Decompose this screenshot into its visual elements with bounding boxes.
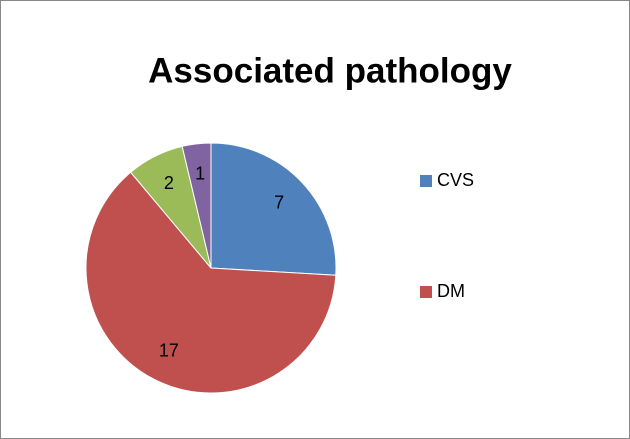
- data-label: 17: [159, 341, 179, 361]
- pie-slice: [85, 171, 337, 394]
- data-label: 7: [274, 192, 284, 212]
- pie-slice: [181, 142, 212, 269]
- data-label: 2: [164, 173, 174, 193]
- legend-swatch: [420, 175, 432, 187]
- legend-label: DM: [437, 281, 465, 301]
- pie-slice: [210, 142, 337, 276]
- chart-title: Associated pathology: [148, 51, 512, 90]
- legend-swatch: [420, 286, 432, 298]
- legend-label: CVS: [437, 170, 474, 190]
- data-label: 1: [195, 164, 205, 184]
